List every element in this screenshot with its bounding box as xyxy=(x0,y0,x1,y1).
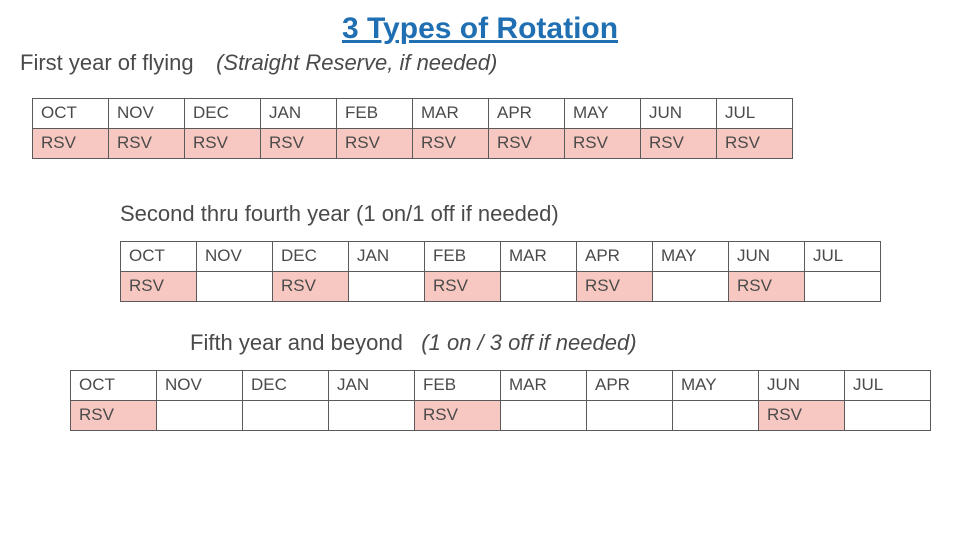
section1-table-header-cell: DEC xyxy=(185,99,261,129)
section2-heading: Second thru fourth year (1 on/1 off if n… xyxy=(120,201,559,226)
section3-table-header-cell: NOV xyxy=(157,371,243,401)
section2-table-header-cell: MAR xyxy=(501,242,577,272)
section2-table-data-cell: RSV xyxy=(121,272,197,302)
section1-table-data-cell: RSV xyxy=(489,129,565,159)
section2-table-data-cell: RSV xyxy=(273,272,349,302)
section2-table-header-cell: JUL xyxy=(805,242,881,272)
section1-table-data-cell: RSV xyxy=(413,129,489,159)
section3-table-header-cell: JUN xyxy=(759,371,845,401)
section1-table-data-cell: RSV xyxy=(33,129,109,159)
section3-table-header-cell: JUL xyxy=(845,371,931,401)
section3-table-data-cell xyxy=(501,401,587,431)
section2-table-header-cell: FEB xyxy=(425,242,501,272)
section3-table-data-cell xyxy=(845,401,931,431)
section3-table-header-cell: FEB xyxy=(415,371,501,401)
section2-table-header-cell: DEC xyxy=(273,242,349,272)
section3-table-header-cell: OCT xyxy=(71,371,157,401)
section1-table-data-cell: RSV xyxy=(565,129,641,159)
section2-table-header-cell: APR xyxy=(577,242,653,272)
section2-table-data-cell: RSV xyxy=(729,272,805,302)
section2-table-header-cell: OCT xyxy=(121,242,197,272)
section1-table-wrap: OCTNOVDECJANFEBMARAPRMAYJUNJULRSVRSVRSVR… xyxy=(32,98,940,159)
section1-table-header-row: OCTNOVDECJANFEBMARAPRMAYJUNJUL xyxy=(33,99,793,129)
section1-table-data-cell: RSV xyxy=(261,129,337,159)
section1-table-data-cell: RSV xyxy=(717,129,793,159)
section3-table-data-cell: RSV xyxy=(71,401,157,431)
section2-table-data-cell xyxy=(501,272,577,302)
section3-table-header-cell: JAN xyxy=(329,371,415,401)
section2-table-data-cell xyxy=(197,272,273,302)
section3-heading-left: Fifth year and beyond xyxy=(190,330,403,356)
section1-table-data-cell: RSV xyxy=(641,129,717,159)
section3-table-header-cell: APR xyxy=(587,371,673,401)
section3-table-data-cell xyxy=(243,401,329,431)
section3-table-wrap: OCTNOVDECJANFEBMARAPRMAYJUNJULRSVRSVRSV xyxy=(70,370,940,431)
section3-table-header-cell: MAR xyxy=(501,371,587,401)
section1-table-header-cell: MAR xyxy=(413,99,489,129)
section1-table-header-cell: JUL xyxy=(717,99,793,129)
section2-table: OCTNOVDECJANFEBMARAPRMAYJUNJULRSVRSVRSVR… xyxy=(120,241,881,302)
section3-table: OCTNOVDECJANFEBMARAPRMAYJUNJULRSVRSVRSV xyxy=(70,370,931,431)
section3-table-data-cell xyxy=(157,401,243,431)
section1-heading-right: (Straight Reserve, if needed) xyxy=(216,50,497,76)
section1-table-header-cell: JUN xyxy=(641,99,717,129)
section1-table-data-cell: RSV xyxy=(185,129,261,159)
section1-table-header-cell: APR xyxy=(489,99,565,129)
section1-table-data-cell: RSV xyxy=(337,129,413,159)
section3-table-data-cell xyxy=(329,401,415,431)
section1-table-header-cell: OCT xyxy=(33,99,109,129)
section3-heading-row: Fifth year and beyond (1 on / 3 off if n… xyxy=(190,330,940,356)
section1-table-header-cell: JAN xyxy=(261,99,337,129)
section3-table-data-cell xyxy=(587,401,673,431)
section2-table-header-cell: MAY xyxy=(653,242,729,272)
section2-table-wrap: OCTNOVDECJANFEBMARAPRMAYJUNJULRSVRSVRSVR… xyxy=(120,241,940,302)
page-title: 3 Types of Rotation xyxy=(342,12,618,46)
section3-table-header-cell: MAY xyxy=(673,371,759,401)
section1-table-data-cell: RSV xyxy=(109,129,185,159)
title-row: 3 Types of Rotation xyxy=(20,12,940,46)
section1-heading-row: First year of flying (Straight Reserve, … xyxy=(20,50,940,76)
section3-table-data-row: RSV RSV RSV xyxy=(71,401,931,431)
section3-table-header-cell: DEC xyxy=(243,371,329,401)
section2-table-data-cell: RSV xyxy=(577,272,653,302)
section3-table-data-cell: RSV xyxy=(759,401,845,431)
section1-table-header-cell: FEB xyxy=(337,99,413,129)
section3-table-data-cell xyxy=(673,401,759,431)
section1-table-header-cell: NOV xyxy=(109,99,185,129)
slide-page: 3 Types of Rotation First year of flying… xyxy=(0,0,960,540)
section3-table-header-row: OCTNOVDECJANFEBMARAPRMAYJUNJUL xyxy=(71,371,931,401)
section3-heading-right: (1 on / 3 off if needed) xyxy=(421,330,636,356)
section2-table-data-cell xyxy=(653,272,729,302)
section1-table-data-row: RSVRSVRSVRSVRSVRSVRSVRSVRSVRSV xyxy=(33,129,793,159)
section1-table-header-cell: MAY xyxy=(565,99,641,129)
section2-table-header-row: OCTNOVDECJANFEBMARAPRMAYJUNJUL xyxy=(121,242,881,272)
section2-table-header-cell: JUN xyxy=(729,242,805,272)
section2-table-header-cell: JAN xyxy=(349,242,425,272)
section1-table: OCTNOVDECJANFEBMARAPRMAYJUNJULRSVRSVRSVR… xyxy=(32,98,793,159)
section2-table-data-cell xyxy=(349,272,425,302)
section2-table-data-cell xyxy=(805,272,881,302)
section3-table-data-cell: RSV xyxy=(415,401,501,431)
section2-table-data-row: RSV RSV RSV RSV RSV xyxy=(121,272,881,302)
section1-heading-left: First year of flying xyxy=(20,50,194,76)
section2-table-data-cell: RSV xyxy=(425,272,501,302)
section2-heading-row: Second thru fourth year (1 on/1 off if n… xyxy=(120,201,940,227)
section2-table-header-cell: NOV xyxy=(197,242,273,272)
